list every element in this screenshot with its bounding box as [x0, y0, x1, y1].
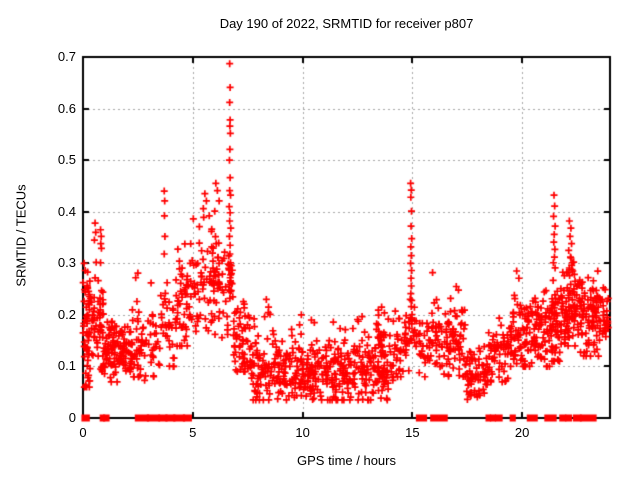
x-axis-label: GPS time / hours	[297, 453, 396, 468]
y-tick-label: 0.7	[57, 49, 76, 64]
y-tick-label: 0.3	[57, 255, 76, 271]
x-tick-label: 10	[295, 425, 310, 440]
y-tick-label: 0.1	[57, 358, 76, 374]
y-tick-label: 0.5	[57, 152, 76, 168]
y-tick-label: 0	[68, 410, 76, 425]
y-axis-label: SRMTID / TECUs	[13, 184, 29, 287]
x-tick-label: 20	[514, 425, 530, 440]
y-tick-label: 0.2	[57, 306, 76, 322]
y-tick-label: 0.4	[57, 203, 76, 219]
x-tick-label: 5	[189, 425, 197, 440]
x-tick-label: 0	[79, 425, 87, 440]
x-tick-label: 15	[405, 425, 420, 440]
chart-title: Day 190 of 2022, SRMTID for receiver p80…	[219, 16, 474, 31]
y-tick-label: 0.6	[57, 100, 76, 116]
